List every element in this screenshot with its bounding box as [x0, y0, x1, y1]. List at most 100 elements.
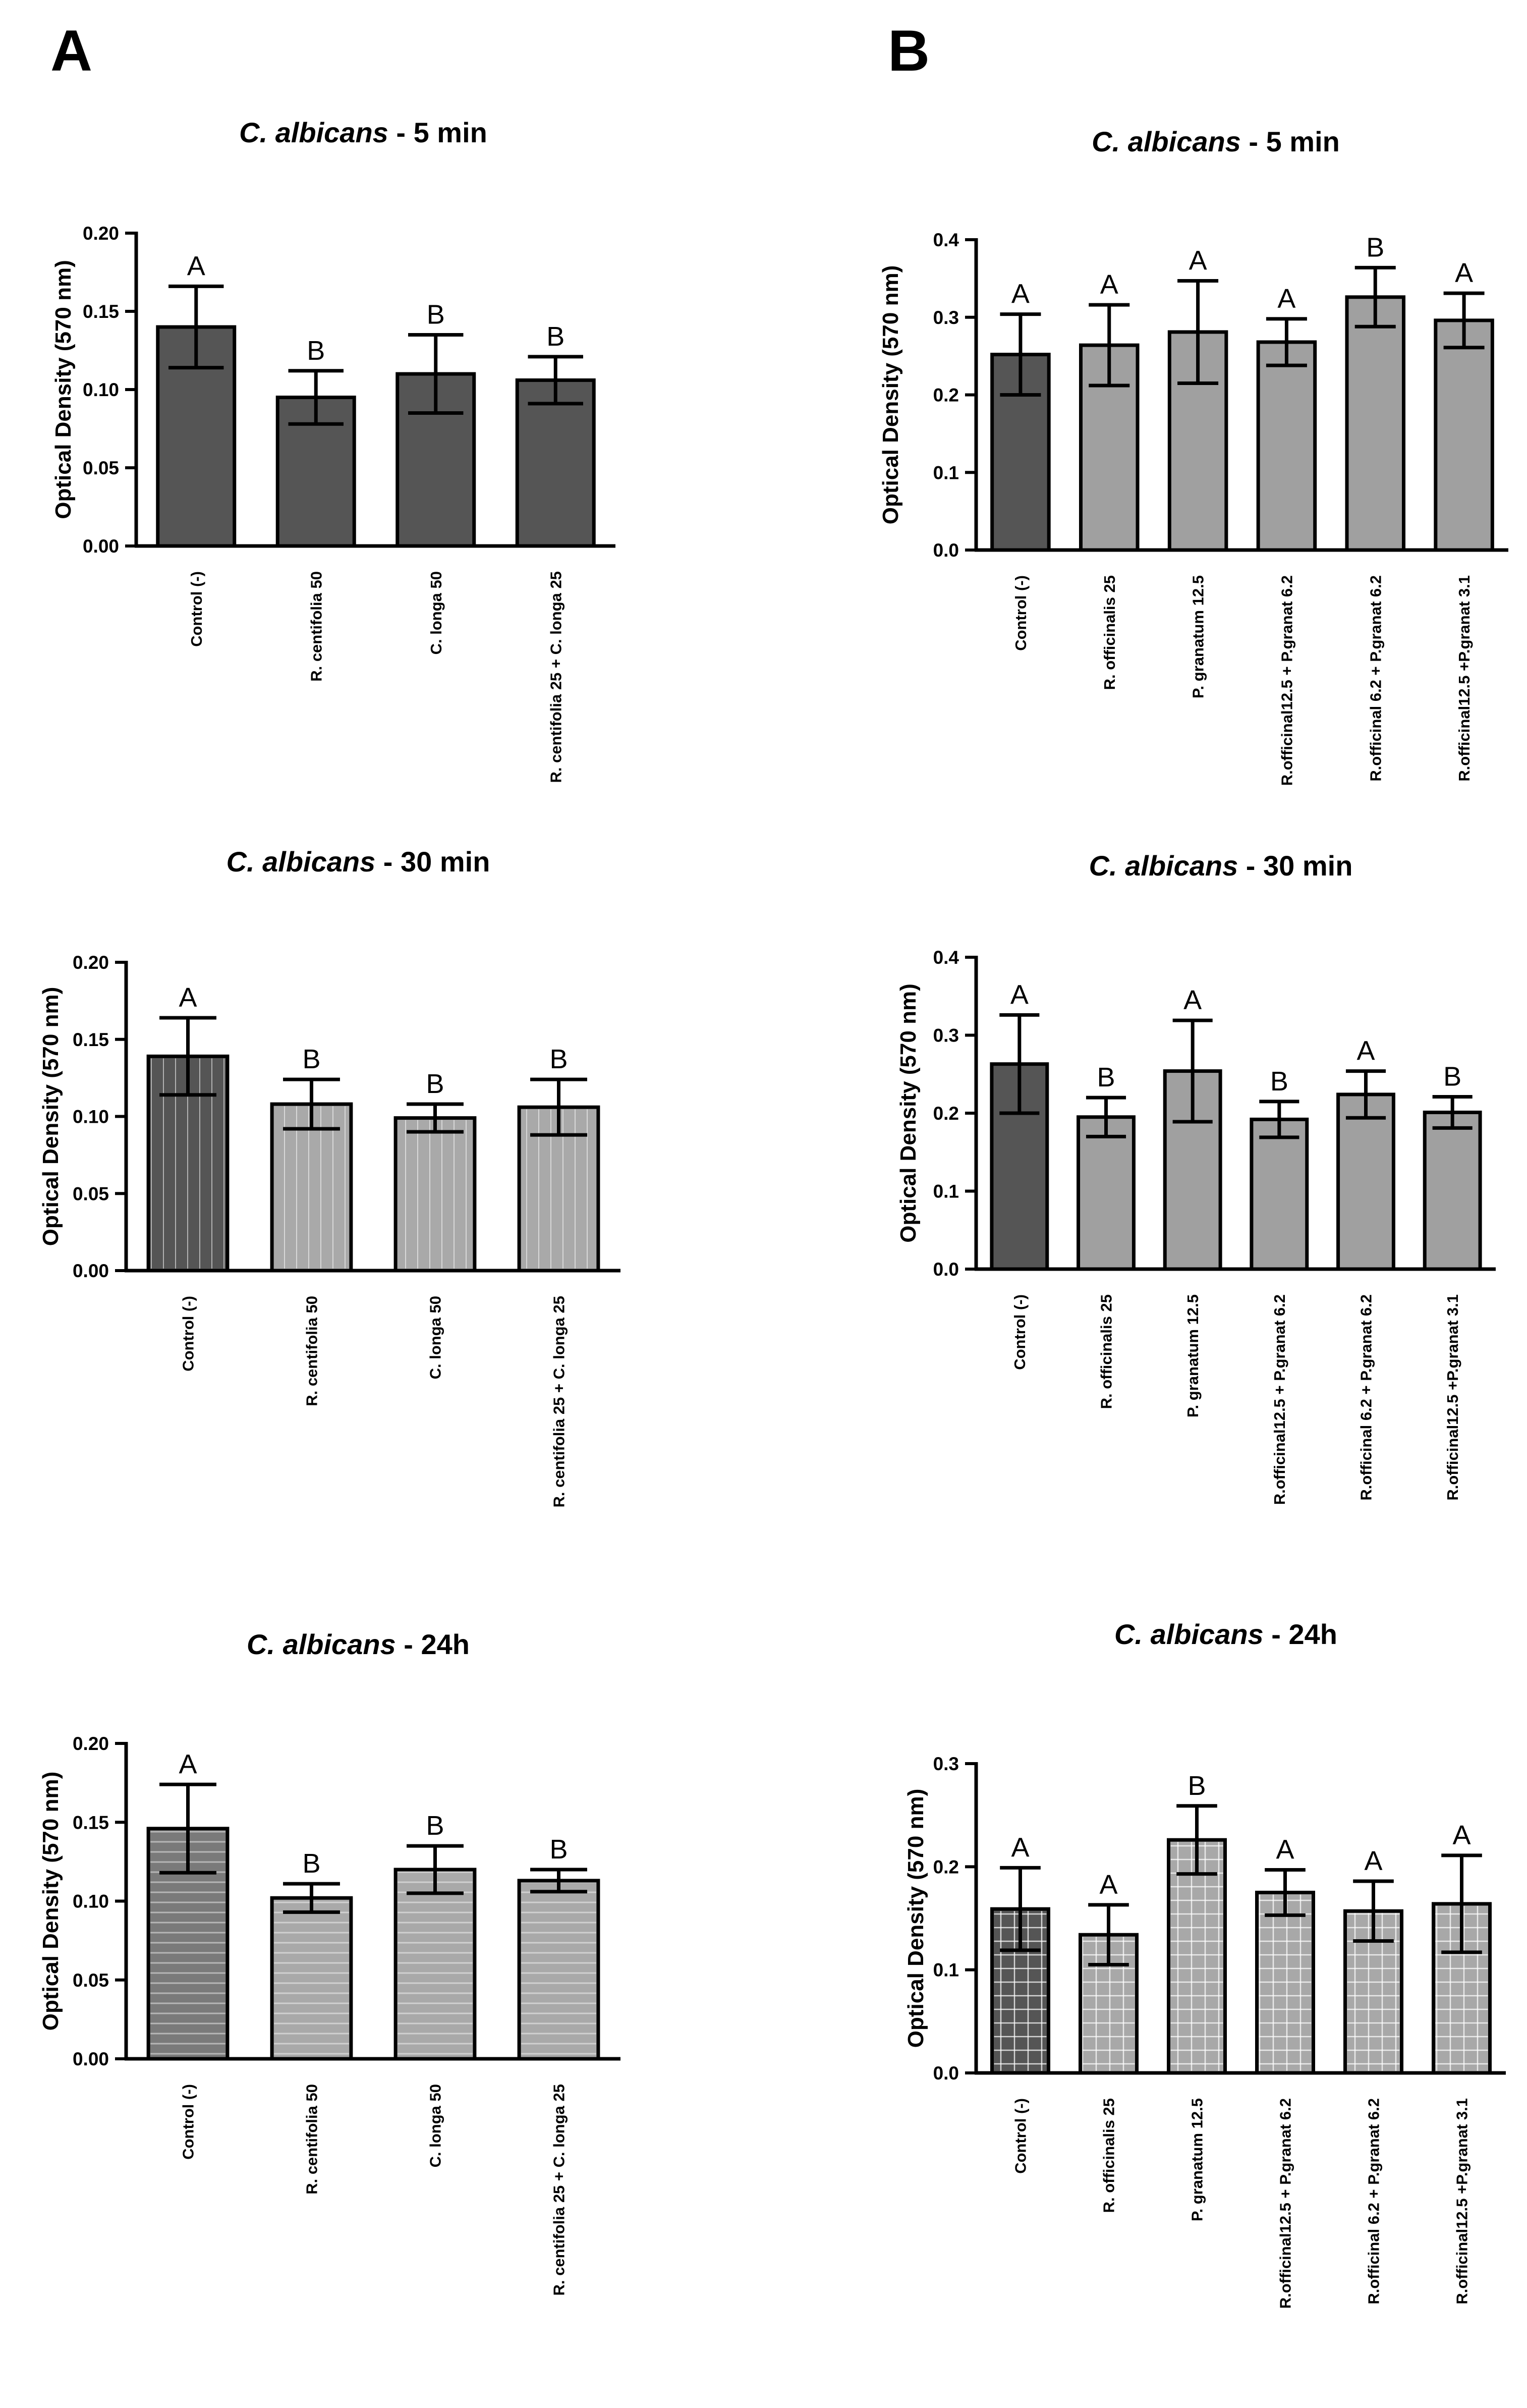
- significance-letter: A: [1452, 1820, 1471, 1850]
- category-label: R.officinal12.5 +P.granat 3.1: [1455, 575, 1473, 782]
- category-label: P. granatum 12.5: [1190, 575, 1207, 698]
- chart-a-30min: C. albicans - 30 min Optical Density (570…: [38, 846, 620, 1507]
- chart-title-time: - 30 min: [1238, 850, 1352, 882]
- chart-title-species: C. albicans: [1114, 1618, 1264, 1650]
- bar-pattern: [274, 1900, 349, 2057]
- y-tick-label: 0.3: [933, 1025, 959, 1046]
- significance-letter: B: [426, 1069, 444, 1099]
- chart-title-time: - 5 min: [388, 117, 487, 148]
- category-label: R.officinal12.5 +P.granat 3.1: [1444, 1294, 1461, 1501]
- bar-pattern: [398, 1120, 473, 1269]
- y-tick-label: 0.05: [73, 1970, 109, 1991]
- significance-letter: A: [1183, 985, 1202, 1015]
- panel-letter-b: B: [888, 19, 930, 83]
- chart-title: C. albicans - 5 min: [1092, 126, 1340, 157]
- category-label: R. centifolia 25 + C. longa 25: [550, 2084, 568, 2295]
- bar: [1434, 318, 1494, 552]
- significance-letter: A: [1356, 1036, 1375, 1066]
- significance-letter: A: [1364, 1846, 1382, 1876]
- category-label: C. longa 50: [427, 1296, 444, 1379]
- significance-letter: B: [1443, 1062, 1461, 1092]
- bar: [1077, 1115, 1136, 1271]
- y-tick-label: 0.3: [933, 307, 959, 328]
- significance-letter: A: [1455, 258, 1473, 288]
- y-tick-label: 0.4: [933, 947, 959, 968]
- category-label: Control (-): [180, 2084, 197, 2160]
- significance-letter: A: [179, 982, 197, 1013]
- significance-letter: A: [1011, 279, 1030, 309]
- category-label: Control (-): [1011, 1294, 1029, 1370]
- significance-letter: B: [549, 1044, 568, 1074]
- y-tick-label: 0.2: [933, 1856, 959, 1877]
- significance-letter: A: [1010, 979, 1029, 1010]
- bar: [1345, 295, 1406, 552]
- significance-letter: B: [426, 1811, 444, 1841]
- category-label: Control (-): [1012, 575, 1030, 651]
- significance-letter: B: [1270, 1066, 1288, 1097]
- category-label: R. officinalis 25: [1100, 2098, 1118, 2213]
- y-tick-label: 0.0: [933, 1259, 959, 1280]
- significance-letter: A: [1189, 245, 1207, 276]
- bar: [1256, 340, 1317, 552]
- bar-pattern: [1259, 1894, 1312, 2071]
- y-axis-label: Optical Density (570 nm): [38, 1772, 63, 2031]
- significance-letter: B: [1366, 232, 1384, 262]
- y-tick-label: 0.20: [73, 1733, 109, 1754]
- y-tick-label: 0.10: [73, 1891, 109, 1912]
- significance-letter: B: [549, 1834, 568, 1865]
- category-label: R.officinal 6.2 + P.granat 6.2: [1365, 2098, 1383, 2305]
- chart-title-species: C. albicans: [227, 846, 376, 878]
- y-tick-label: 0.15: [73, 1812, 109, 1833]
- y-tick-label: 0.05: [83, 458, 119, 478]
- category-label: R. centifolia 25 + C. longa 25: [550, 1296, 568, 1507]
- y-tick-label: 0.0: [933, 2063, 959, 2084]
- panel-letter-a: A: [50, 19, 92, 83]
- category-label: R.officinal12.5 + P.granat 6.2: [1278, 575, 1295, 786]
- y-tick-label: 0.10: [83, 379, 119, 400]
- chart-title-time: - 30 min: [375, 846, 490, 878]
- significance-letter: B: [307, 336, 325, 366]
- category-label: R.officinal12.5 + P.granat 6.2: [1271, 1294, 1288, 1505]
- y-axis-label: Optical Density (570 nm): [51, 260, 76, 519]
- bar-pattern: [1170, 1842, 1223, 2071]
- category-label: R. officinalis 25: [1101, 575, 1118, 690]
- y-tick-label: 0.00: [73, 2049, 109, 2069]
- category-label: R. officinalis 25: [1098, 1294, 1115, 1409]
- significance-letter: A: [1100, 269, 1118, 300]
- category-label: R. centifolia 50: [303, 1296, 321, 1406]
- chart-title: C. albicans - 30 min: [227, 846, 490, 878]
- y-tick-label: 0.2: [933, 1103, 959, 1124]
- category-label: R. centifolia 25 + C. longa 25: [547, 571, 564, 783]
- y-tick-label: 0.15: [73, 1029, 109, 1050]
- bar-pattern: [398, 1872, 473, 2057]
- y-tick-label: 0.05: [73, 1183, 109, 1204]
- y-tick-label: 0.0: [933, 540, 959, 561]
- significance-letter: A: [1276, 1834, 1294, 1865]
- y-tick-label: 0.1: [933, 1181, 959, 1202]
- chart-title-species: C. albicans: [1089, 850, 1238, 882]
- category-label: Control (-): [1012, 2098, 1030, 2174]
- chart-title: C. albicans - 24h: [247, 1628, 470, 1660]
- category-label: R. centifolia 50: [303, 2084, 321, 2195]
- y-tick-label: 0.10: [73, 1107, 109, 1127]
- bar-pattern: [521, 1882, 596, 2057]
- y-tick-label: 0.1: [933, 462, 959, 483]
- y-tick-label: 0.00: [73, 1261, 109, 1281]
- chart-title-time: - 5 min: [1241, 126, 1340, 157]
- y-tick-label: 0.4: [933, 230, 959, 250]
- category-label: R.officinal12.5 +P.granat 3.1: [1453, 2098, 1471, 2305]
- y-axis-label: Optical Density (570 nm): [878, 265, 903, 524]
- chart-a-5min: C. albicans - 5 min Optical Density (570 …: [51, 117, 615, 783]
- category-label: Control (-): [180, 1296, 197, 1372]
- bar: [1423, 1110, 1482, 1271]
- category-label: C. longa 50: [427, 571, 445, 654]
- significance-letter: B: [1097, 1062, 1115, 1092]
- y-tick-label: 0.20: [73, 952, 109, 973]
- significance-letter: B: [546, 321, 564, 352]
- category-label: C. longa 50: [427, 2084, 444, 2167]
- chart-title-species: C. albicans: [239, 117, 388, 148]
- y-tick-label: 0.2: [933, 385, 959, 406]
- chart-a-24h: C. albicans - 24h Optical Density (570 nm…: [38, 1628, 620, 2295]
- y-tick-label: 0.20: [83, 223, 119, 244]
